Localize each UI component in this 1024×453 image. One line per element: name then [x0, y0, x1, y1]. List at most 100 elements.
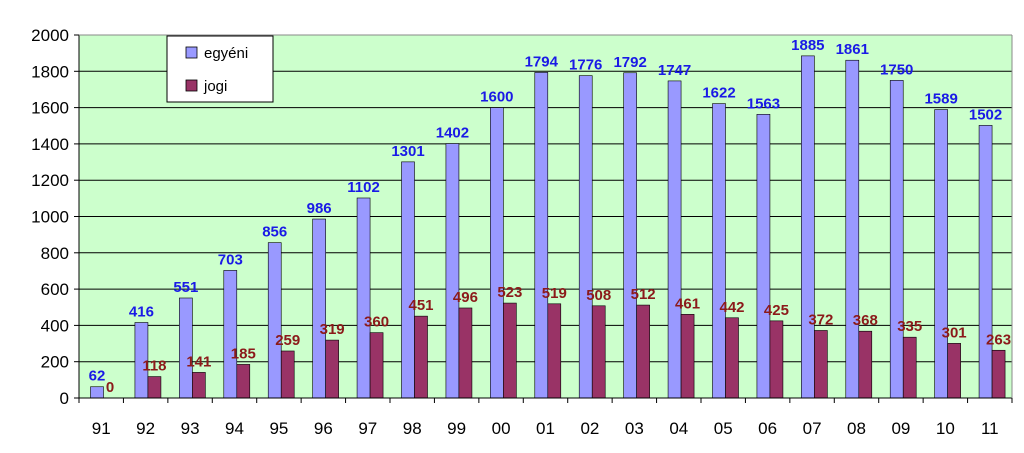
x-tick-label: 11 — [981, 419, 999, 438]
data-label-egyeni: 1402 — [436, 125, 469, 142]
data-label-egyeni: 856 — [262, 224, 287, 241]
x-tick-label: 96 — [314, 419, 333, 438]
x-tick-label: 94 — [225, 419, 244, 438]
data-label-jogi: 451 — [408, 297, 433, 314]
bar-egyeni — [490, 107, 504, 399]
x-tick-label: 02 — [580, 419, 599, 438]
data-label-egyeni: 986 — [307, 200, 332, 217]
bar-egyeni — [90, 386, 104, 399]
bar-jogi — [636, 304, 650, 399]
x-tick-label: 07 — [803, 419, 822, 438]
bar-egyeni — [356, 197, 371, 399]
x-tick-label: 09 — [891, 419, 910, 438]
x-tick-label: 93 — [181, 419, 200, 438]
y-tick-label: 600 — [41, 280, 69, 299]
bars — [90, 55, 1006, 399]
legend-box — [166, 35, 274, 103]
bar-jogi — [769, 320, 784, 399]
bar-egyeni — [756, 114, 771, 399]
y-tick-label: 1000 — [31, 208, 69, 227]
data-label-egyeni: 1750 — [880, 61, 913, 78]
bar-egyeni — [845, 59, 860, 399]
y-tick-label: 200 — [41, 353, 69, 372]
y-tick-label: 1400 — [31, 135, 69, 154]
data-label-jogi: 141 — [186, 353, 211, 370]
data-label-egyeni: 1747 — [658, 62, 691, 79]
x-tick-label: 03 — [625, 419, 644, 438]
data-label-egyeni: 1589 — [924, 91, 957, 108]
data-label-egyeni: 551 — [173, 279, 198, 296]
y-tick-label: 400 — [41, 316, 69, 335]
bar-egyeni — [534, 72, 549, 399]
data-label-jogi: 508 — [586, 287, 611, 304]
data-label-egyeni: 1885 — [791, 37, 824, 54]
data-label-jogi: 319 — [320, 321, 345, 338]
data-label-jogi: 442 — [719, 299, 744, 316]
y-axis-ticks: 0 200 400 600 800 1000 1200 1400 1600 1800 2000 — [31, 26, 79, 408]
bar-jogi — [858, 330, 873, 399]
data-labels: 62 416 551 703 856 986 1102 1301 1402 1600 1794 177… — [89, 37, 1011, 396]
bar-jogi — [902, 336, 917, 399]
data-label-jogi: 185 — [231, 345, 256, 362]
bar-jogi — [991, 349, 1006, 399]
data-label-jogi: 259 — [275, 332, 300, 349]
bar-egyeni — [934, 109, 948, 399]
legend: egyéni jogi — [166, 35, 274, 103]
data-label-egyeni: 416 — [129, 303, 154, 320]
bar-egyeni — [179, 297, 193, 399]
x-tick-label: 91 — [92, 419, 111, 438]
bar-jogi — [547, 303, 562, 399]
bar-jogi — [325, 339, 339, 399]
x-tick-label: 00 — [492, 419, 511, 438]
data-label-jogi: 263 — [986, 331, 1011, 348]
bar-egyeni — [889, 80, 904, 399]
data-label-egyeni: 1102 — [347, 179, 380, 196]
x-tick-label: 01 — [536, 419, 555, 438]
data-label-jogi: 519 — [542, 285, 567, 302]
legend-swatch-jogi — [185, 79, 198, 92]
bar-egyeni — [978, 125, 993, 399]
bar-egyeni — [312, 218, 326, 399]
legend-label-egyeni: egyéni — [204, 45, 248, 62]
y-tick-label: 1800 — [31, 62, 69, 81]
y-tick-label: 0 — [60, 389, 69, 408]
x-tick-label: 95 — [269, 419, 288, 438]
x-tick-label: 05 — [714, 419, 733, 438]
bar-egyeni — [223, 270, 238, 399]
data-label-egyeni: 62 — [89, 368, 106, 385]
axes — [78, 34, 1013, 399]
legend-swatch-egyeni — [185, 46, 198, 59]
legend-label-jogi: jogi — [203, 78, 227, 95]
bar-jogi — [369, 332, 384, 399]
x-tick-label: 04 — [669, 419, 688, 438]
data-label-egyeni: 1563 — [747, 95, 780, 112]
bar-egyeni — [445, 143, 460, 399]
data-label-egyeni: 1600 — [480, 89, 513, 106]
bar-egyeni — [267, 242, 282, 399]
data-label-jogi: 368 — [853, 312, 878, 329]
bar-jogi — [280, 350, 295, 399]
data-label-jogi: 496 — [453, 289, 478, 306]
data-label-jogi: 523 — [497, 284, 522, 301]
data-label-jogi: 301 — [942, 324, 967, 341]
bar-jogi — [725, 317, 739, 399]
data-label-egyeni: 1502 — [969, 106, 1002, 123]
y-tick-label: 2000 — [31, 26, 69, 45]
data-label-jogi: 360 — [364, 314, 389, 331]
x-tick-label: 97 — [358, 419, 377, 438]
data-label-jogi: 118 — [142, 358, 166, 375]
data-label-jogi: 461 — [675, 295, 700, 312]
data-label-egyeni: 1792 — [613, 54, 646, 71]
y-tick-label: 800 — [41, 244, 69, 263]
bar-egyeni — [578, 75, 593, 399]
bar-jogi — [192, 372, 206, 399]
bar-jogi — [680, 314, 695, 399]
data-label-jogi: 372 — [808, 311, 833, 328]
data-label-jogi: 425 — [764, 302, 789, 319]
bar-egyeni — [401, 161, 415, 399]
x-tick-label: 92 — [136, 419, 155, 438]
x-tick-label: 10 — [936, 419, 955, 438]
y-tick-label: 1200 — [31, 171, 69, 190]
x-tick-label: 08 — [847, 419, 866, 438]
x-tick-label: 06 — [758, 419, 777, 438]
